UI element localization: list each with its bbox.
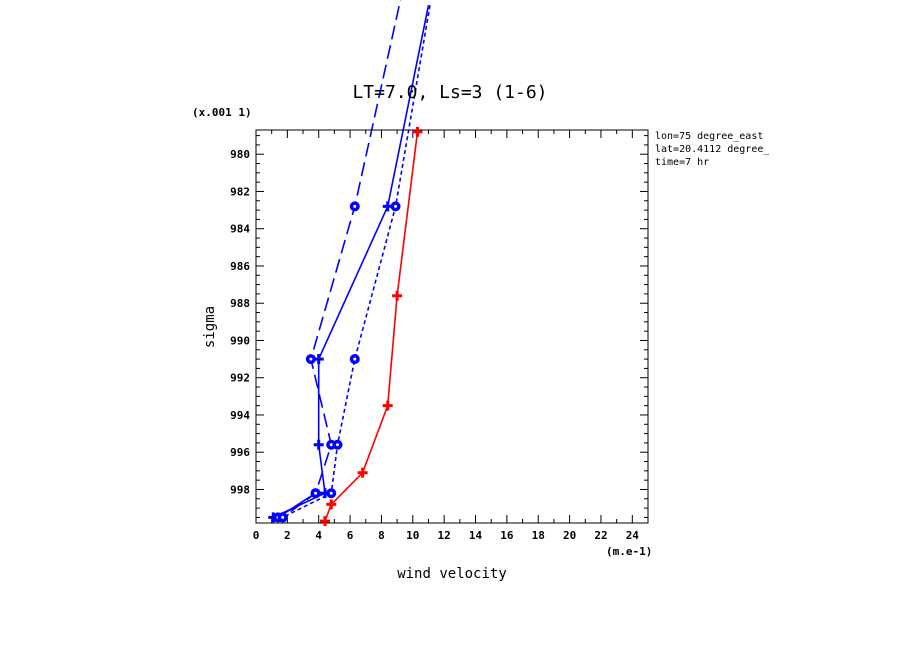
data-point-plus (319, 516, 330, 527)
x-tick-label: 24 (626, 529, 640, 542)
data-point-plus (412, 126, 423, 137)
y-tick-label: 984 (230, 223, 250, 236)
y-tick-label: 982 (230, 185, 250, 198)
axis-layer: 0 2 4 6 8 10 12 14 16 18 20 22 249809829849869889909… (230, 130, 649, 542)
x-tick-label: 4 (315, 529, 322, 542)
x-tick-label: 12 (438, 529, 451, 542)
data-point-circle-center (394, 204, 398, 208)
x-tick-label: 22 (594, 529, 607, 542)
x-tick-label: 8 (378, 529, 385, 542)
x-tick-label: 6 (347, 529, 354, 542)
x-axis-label: wind velocity (397, 566, 507, 582)
data-point-plus (326, 499, 337, 510)
data-point-circle-center (281, 515, 285, 519)
data-point-circle-center (314, 491, 318, 495)
y-axis-label: sigma (202, 306, 218, 348)
data-point-circle-center (309, 357, 313, 361)
x-tick-label: 16 (500, 529, 514, 542)
y-tick-label: 986 (230, 260, 250, 273)
x-tick-label: 10 (406, 529, 419, 542)
data-point-circle-center (353, 357, 357, 361)
annotation-lat: lat=20.4112 degree_ (655, 144, 770, 155)
x-tick-label: 14 (469, 529, 483, 542)
x-unit-label: (m.e-1) (606, 545, 652, 558)
x-tick-label: 18 (532, 529, 545, 542)
series-line-0 (324, 131, 419, 522)
y-tick-label: 998 (230, 483, 250, 496)
data-point-plus (382, 400, 393, 411)
y-tick-label: 980 (230, 148, 250, 161)
data-point-plus (392, 290, 403, 301)
y-tick-label: 988 (230, 297, 250, 310)
series-line-4 (282, 5, 431, 519)
plot-frame (255, 129, 649, 524)
x-tick-label: 0 (253, 529, 260, 542)
series-layer (272, 0, 431, 522)
x-tick-label: 2 (284, 529, 291, 542)
annotation-lon: lon=75 degree_east (655, 131, 763, 142)
data-point-plus (357, 467, 368, 478)
data-point-circle-center (329, 491, 333, 495)
y-tick-label: 994 (230, 409, 250, 422)
data-point-plus (313, 439, 324, 450)
marker-layer (268, 126, 423, 527)
y-tick-label: 990 (230, 334, 250, 347)
y-tick-label: 996 (230, 446, 250, 459)
data-point-circle-center (336, 443, 340, 447)
annotation-time: time=7 hr (655, 157, 709, 168)
x-tick-label: 20 (563, 529, 576, 542)
y-tick-label: 992 (230, 372, 250, 385)
data-point-circle-center (329, 443, 333, 447)
data-point-circle-center (353, 204, 357, 208)
chart-title: LT=7.0, Ls=3 (1-6) (352, 82, 547, 103)
series-line-3 (282, 0, 402, 519)
y-scale-note: (x.001 1) (192, 106, 252, 119)
